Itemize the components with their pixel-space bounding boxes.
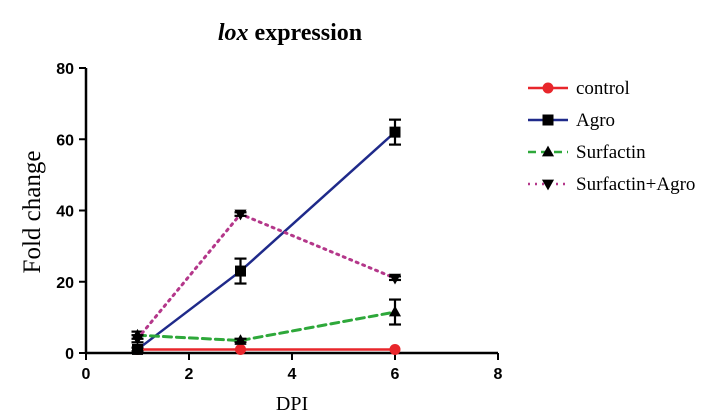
data-point-surfactin bbox=[388, 305, 402, 317]
chart-title-gene: lox bbox=[218, 20, 249, 46]
chart-title-rest: expression bbox=[249, 20, 363, 46]
data-point-surfactin bbox=[234, 334, 247, 345]
data-point-agro bbox=[235, 265, 246, 277]
data-point-surfactin-agro bbox=[131, 334, 144, 346]
legend-item-control: control bbox=[528, 78, 630, 99]
legend-label: control bbox=[576, 78, 630, 99]
legend-item-surfactin-agro: Surfactin+Agro bbox=[528, 174, 695, 195]
x-tick-label: 6 bbox=[391, 366, 400, 383]
series-surfactin bbox=[131, 298, 402, 345]
x-tick-label: 2 bbox=[185, 366, 194, 383]
data-point-surfactin-agro bbox=[234, 209, 247, 221]
y-tick-label: 0 bbox=[65, 346, 74, 363]
data-point-agro bbox=[132, 343, 143, 355]
x-tick-label: 4 bbox=[288, 366, 297, 383]
chart-title: lox expression bbox=[218, 20, 362, 46]
x-axis-label: DPI bbox=[276, 393, 308, 415]
series-surfactin-agro bbox=[131, 209, 402, 346]
x-tick-label: 0 bbox=[82, 366, 91, 383]
legend-item-agro: Agro bbox=[528, 110, 615, 131]
legend-marker bbox=[541, 179, 555, 191]
series-layer bbox=[131, 118, 402, 355]
series-agro bbox=[131, 118, 401, 355]
legend-item-surfactin: Surfactin bbox=[528, 142, 646, 163]
y-tick-label: 80 bbox=[56, 61, 74, 78]
legend: control Agro Surfactin Surfactin+Agro bbox=[528, 78, 695, 195]
data-point-control bbox=[389, 343, 401, 355]
y-tick-label: 40 bbox=[56, 204, 74, 221]
y-axis-label: Fold change bbox=[19, 151, 46, 274]
legend-marker bbox=[542, 82, 554, 94]
legend-marker bbox=[542, 114, 554, 126]
legend-marker bbox=[541, 145, 555, 157]
legend-label: Surfactin bbox=[576, 142, 646, 163]
legend-label: Agro bbox=[576, 110, 615, 131]
data-point-agro bbox=[389, 126, 401, 138]
series-line-agro bbox=[136, 130, 397, 351]
y-tick-label: 20 bbox=[56, 275, 74, 292]
data-point-surfactin-agro bbox=[388, 273, 402, 285]
data-point-control bbox=[235, 343, 246, 355]
series-line-surfactin bbox=[136, 310, 397, 343]
x-tick-label: 8 bbox=[494, 366, 503, 383]
y-tick-label: 60 bbox=[56, 132, 74, 149]
legend-label: Surfactin+Agro bbox=[576, 174, 695, 195]
